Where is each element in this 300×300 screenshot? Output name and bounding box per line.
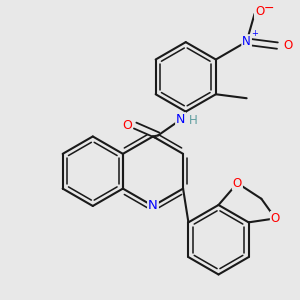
Text: O: O	[255, 5, 264, 18]
Text: O: O	[271, 212, 280, 225]
Text: N: N	[242, 35, 251, 48]
Text: N: N	[176, 113, 185, 126]
Text: +: +	[252, 29, 259, 38]
Text: N: N	[148, 200, 158, 212]
Text: O: O	[233, 177, 242, 190]
Text: O: O	[122, 119, 132, 132]
Text: H: H	[189, 114, 198, 127]
Text: −: −	[263, 2, 274, 15]
Text: O: O	[284, 39, 293, 52]
